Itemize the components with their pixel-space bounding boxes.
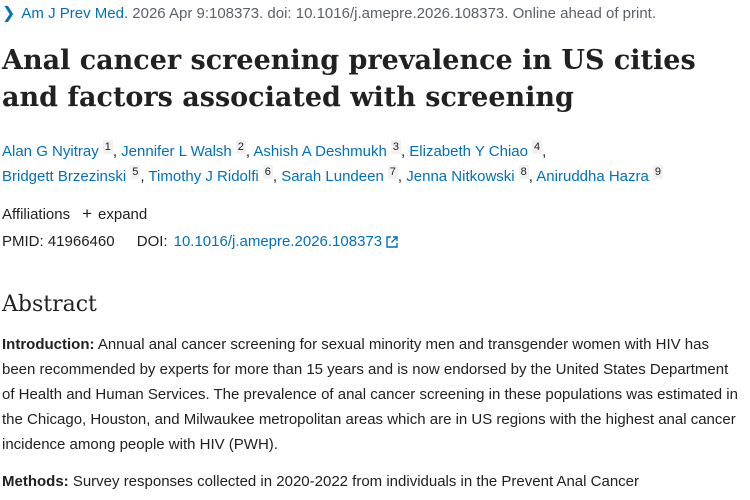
affiliation-ref[interactable]: 5 xyxy=(130,165,141,179)
author-item: Jennifer L Walsh 2, xyxy=(121,140,251,160)
author-link[interactable]: Jenna Nitkowski xyxy=(406,168,515,185)
affiliation-ref[interactable]: 4 xyxy=(532,140,543,154)
article-title: Anal cancer screening prevalence in US c… xyxy=(2,45,696,113)
author-link[interactable]: Alan G Nyitray xyxy=(2,143,99,160)
introduction-label: Introduction: xyxy=(2,336,95,353)
abstract-introduction: Introduction: Annual anal cancer screeni… xyxy=(2,332,744,457)
doi-label: DOI: xyxy=(136,233,168,250)
affiliation-ref[interactable]: 8 xyxy=(518,165,529,179)
author-item: Alan G Nyitray 1, xyxy=(2,140,117,160)
author-link[interactable]: Sarah Lundeen xyxy=(281,168,384,185)
introduction-text: Annual anal cancer screening for sexual … xyxy=(2,336,738,453)
author-item: Timothy J Ridolfi 6, xyxy=(148,165,278,185)
journal-link[interactable]: Am J Prev Med xyxy=(21,5,124,22)
affiliation-ref[interactable]: 9 xyxy=(652,165,663,179)
author-link[interactable]: Elizabeth Y Chiao xyxy=(409,143,528,160)
chevron-right-icon[interactable]: ❯ xyxy=(2,5,16,22)
author-link[interactable]: Aniruddha Hazra xyxy=(536,168,649,185)
doi-value: 10.1016/j.amepre.2026.108373 xyxy=(173,233,383,250)
citation-details: . 2026 Apr 9:108373. doi: 10.1016/j.amep… xyxy=(123,5,657,22)
expand-toggle[interactable]: expand xyxy=(98,206,148,223)
author-item: Aniruddha Hazra 9 xyxy=(536,165,663,185)
identifiers-row: PMID: 41966460 DOI: 10.1016/j.amepre.2026… xyxy=(2,232,398,252)
affiliations-label: Affiliations xyxy=(2,206,71,223)
affiliation-ref[interactable]: 2 xyxy=(235,140,246,154)
doi-link[interactable]: 10.1016/j.amepre.2026.108373 xyxy=(174,233,399,250)
affiliation-ref[interactable]: 1 xyxy=(102,140,113,154)
affiliation-ref[interactable]: 7 xyxy=(387,165,398,179)
methods-text: Survey responses collected in 2020-2022 … xyxy=(68,473,639,490)
methods-label: Methods: xyxy=(2,473,69,490)
citation-line: ❯ Am J Prev Med. 2026 Apr 9:108373. doi: … xyxy=(2,4,656,24)
abstract-heading: Abstract xyxy=(2,292,97,317)
author-item: Sarah Lundeen 7, xyxy=(281,165,403,185)
affiliations-row: Affiliations + expand xyxy=(2,204,147,225)
author-item: Jenna Nitkowski 8, xyxy=(406,165,533,185)
affiliation-ref[interactable]: 6 xyxy=(262,165,273,179)
author-link[interactable]: Ashish A Deshmukh xyxy=(253,143,387,160)
author-item: Bridgett Brzezinski 5, xyxy=(2,165,145,185)
plus-icon[interactable]: + xyxy=(82,204,93,223)
author-item: Elizabeth Y Chiao 4, xyxy=(409,140,547,160)
pmid-value: 41966460 xyxy=(47,233,115,250)
author-link[interactable]: Bridgett Brzezinski xyxy=(2,168,127,185)
author-item: Ashish A Deshmukh 3, xyxy=(253,140,406,160)
abstract-methods: Methods: Survey responses collected in 2… xyxy=(2,469,744,494)
external-link-icon xyxy=(386,236,398,248)
pmid-label: PMID: xyxy=(2,233,44,250)
affiliation-ref[interactable]: 3 xyxy=(390,140,401,154)
author-link[interactable]: Timothy J Ridolfi xyxy=(148,168,259,185)
author-list: Alan G Nyitray 1, Jennifer L Walsh 2, Ashi… xyxy=(2,139,742,189)
author-link[interactable]: Jennifer L Walsh xyxy=(121,143,232,160)
